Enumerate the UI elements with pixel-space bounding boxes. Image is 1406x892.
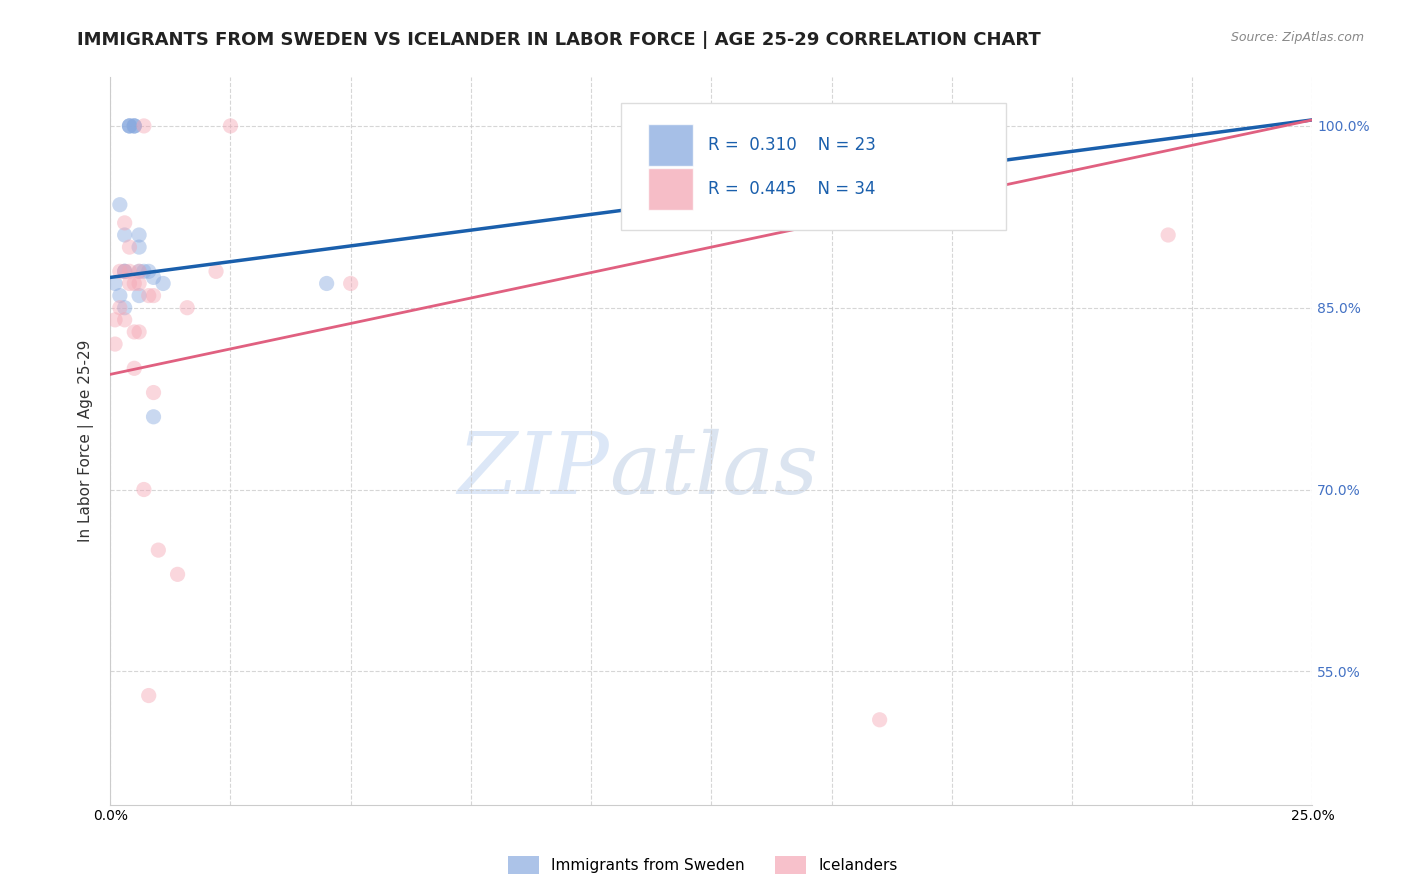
Point bbox=[118, 277, 141, 291]
Point bbox=[118, 240, 141, 254]
Point bbox=[148, 543, 170, 558]
Point bbox=[152, 277, 174, 291]
Point bbox=[142, 409, 165, 424]
Point bbox=[138, 689, 160, 703]
Point bbox=[108, 288, 131, 302]
Point bbox=[108, 301, 131, 315]
Text: IMMIGRANTS FROM SWEDEN VS ICELANDER IN LABOR FORCE | AGE 25-29 CORRELATION CHART: IMMIGRANTS FROM SWEDEN VS ICELANDER IN L… bbox=[77, 31, 1040, 49]
Point bbox=[128, 288, 150, 302]
Point bbox=[869, 713, 891, 727]
Point bbox=[142, 270, 165, 285]
Point bbox=[118, 119, 141, 133]
Point bbox=[104, 337, 127, 351]
Point bbox=[176, 301, 198, 315]
Point bbox=[124, 361, 146, 376]
Point bbox=[128, 240, 150, 254]
Point bbox=[118, 119, 141, 133]
Point bbox=[124, 119, 146, 133]
Point bbox=[339, 277, 361, 291]
Point bbox=[114, 227, 136, 242]
FancyBboxPatch shape bbox=[648, 124, 693, 166]
Point bbox=[124, 325, 146, 339]
Point bbox=[104, 313, 127, 327]
Point bbox=[108, 197, 131, 211]
Point bbox=[315, 277, 337, 291]
Point bbox=[205, 264, 228, 278]
Point bbox=[138, 288, 160, 302]
Point bbox=[128, 277, 150, 291]
Point bbox=[118, 119, 141, 133]
Point bbox=[114, 216, 136, 230]
Text: R =  0.310    N = 23: R = 0.310 N = 23 bbox=[707, 136, 876, 154]
Point bbox=[132, 483, 155, 497]
Text: atlas: atlas bbox=[609, 429, 818, 511]
Text: Source: ZipAtlas.com: Source: ZipAtlas.com bbox=[1230, 31, 1364, 45]
Y-axis label: In Labor Force | Age 25-29: In Labor Force | Age 25-29 bbox=[79, 340, 94, 542]
Point bbox=[128, 227, 150, 242]
Point bbox=[118, 264, 141, 278]
Point bbox=[128, 264, 150, 278]
Point bbox=[142, 385, 165, 400]
Text: ZIP: ZIP bbox=[457, 429, 609, 511]
Point bbox=[114, 264, 136, 278]
Point bbox=[114, 313, 136, 327]
Point bbox=[219, 119, 242, 133]
Legend: Immigrants from Sweden, Icelanders: Immigrants from Sweden, Icelanders bbox=[502, 850, 904, 880]
Point bbox=[1157, 227, 1180, 242]
Point bbox=[128, 264, 150, 278]
Point bbox=[166, 567, 188, 582]
FancyBboxPatch shape bbox=[621, 103, 1005, 230]
Point bbox=[128, 325, 150, 339]
Point bbox=[124, 119, 146, 133]
FancyBboxPatch shape bbox=[648, 168, 693, 210]
Point bbox=[114, 301, 136, 315]
Point bbox=[124, 119, 146, 133]
Point bbox=[142, 288, 165, 302]
Point bbox=[114, 264, 136, 278]
Point bbox=[108, 264, 131, 278]
Point bbox=[138, 264, 160, 278]
Text: R =  0.445    N = 34: R = 0.445 N = 34 bbox=[707, 179, 875, 198]
Point bbox=[104, 277, 127, 291]
Point bbox=[132, 264, 155, 278]
Point bbox=[124, 277, 146, 291]
Point bbox=[114, 264, 136, 278]
Point bbox=[132, 119, 155, 133]
